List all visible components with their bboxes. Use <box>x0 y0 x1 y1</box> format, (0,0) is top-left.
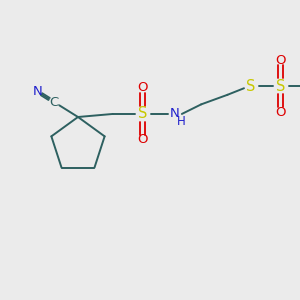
Text: N: N <box>32 85 42 98</box>
Text: S: S <box>276 79 286 94</box>
Text: O: O <box>276 106 286 119</box>
Text: O: O <box>138 81 148 94</box>
Text: N: N <box>170 107 180 120</box>
Text: S: S <box>138 106 148 122</box>
Text: O: O <box>138 134 148 146</box>
Text: O: O <box>276 54 286 67</box>
Text: H: H <box>176 116 185 128</box>
Text: S: S <box>246 79 256 94</box>
Text: C: C <box>50 96 59 109</box>
